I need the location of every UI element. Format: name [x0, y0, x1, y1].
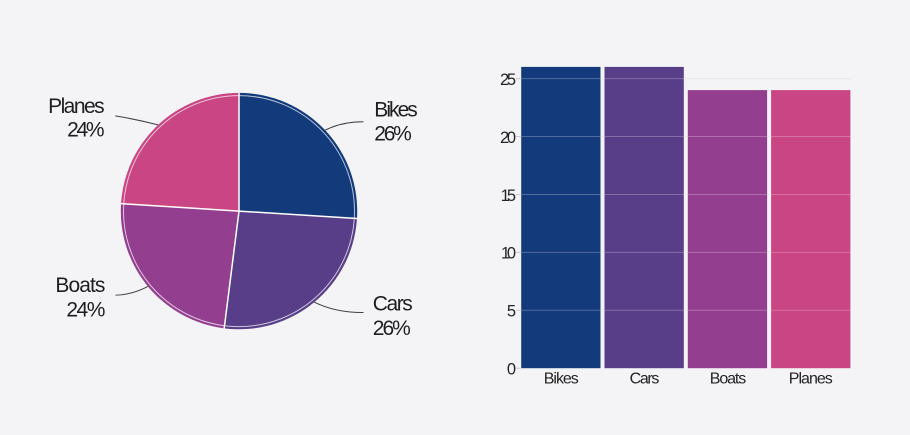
svg-text:Bikes: Bikes — [544, 371, 579, 388]
svg-text:Bikes: Bikes — [374, 98, 418, 121]
svg-text:26%: 26% — [374, 123, 412, 146]
svg-text:24%: 24% — [67, 119, 105, 142]
svg-text:15: 15 — [501, 187, 516, 205]
svg-text:Boats: Boats — [55, 274, 105, 297]
svg-text:Boats: Boats — [710, 371, 747, 388]
svg-text:Planes: Planes — [48, 95, 105, 118]
svg-text:25: 25 — [500, 71, 516, 89]
svg-text:0: 0 — [507, 361, 516, 379]
svg-text:24%: 24% — [66, 298, 105, 321]
svg-text:Cars: Cars — [373, 292, 413, 315]
svg-text:Cars: Cars — [630, 371, 660, 388]
svg-text:20: 20 — [500, 129, 516, 147]
svg-text:Planes: Planes — [789, 371, 833, 388]
svg-text:26%: 26% — [373, 317, 411, 340]
svg-text:10: 10 — [501, 245, 516, 263]
svg-text:5: 5 — [507, 303, 516, 321]
